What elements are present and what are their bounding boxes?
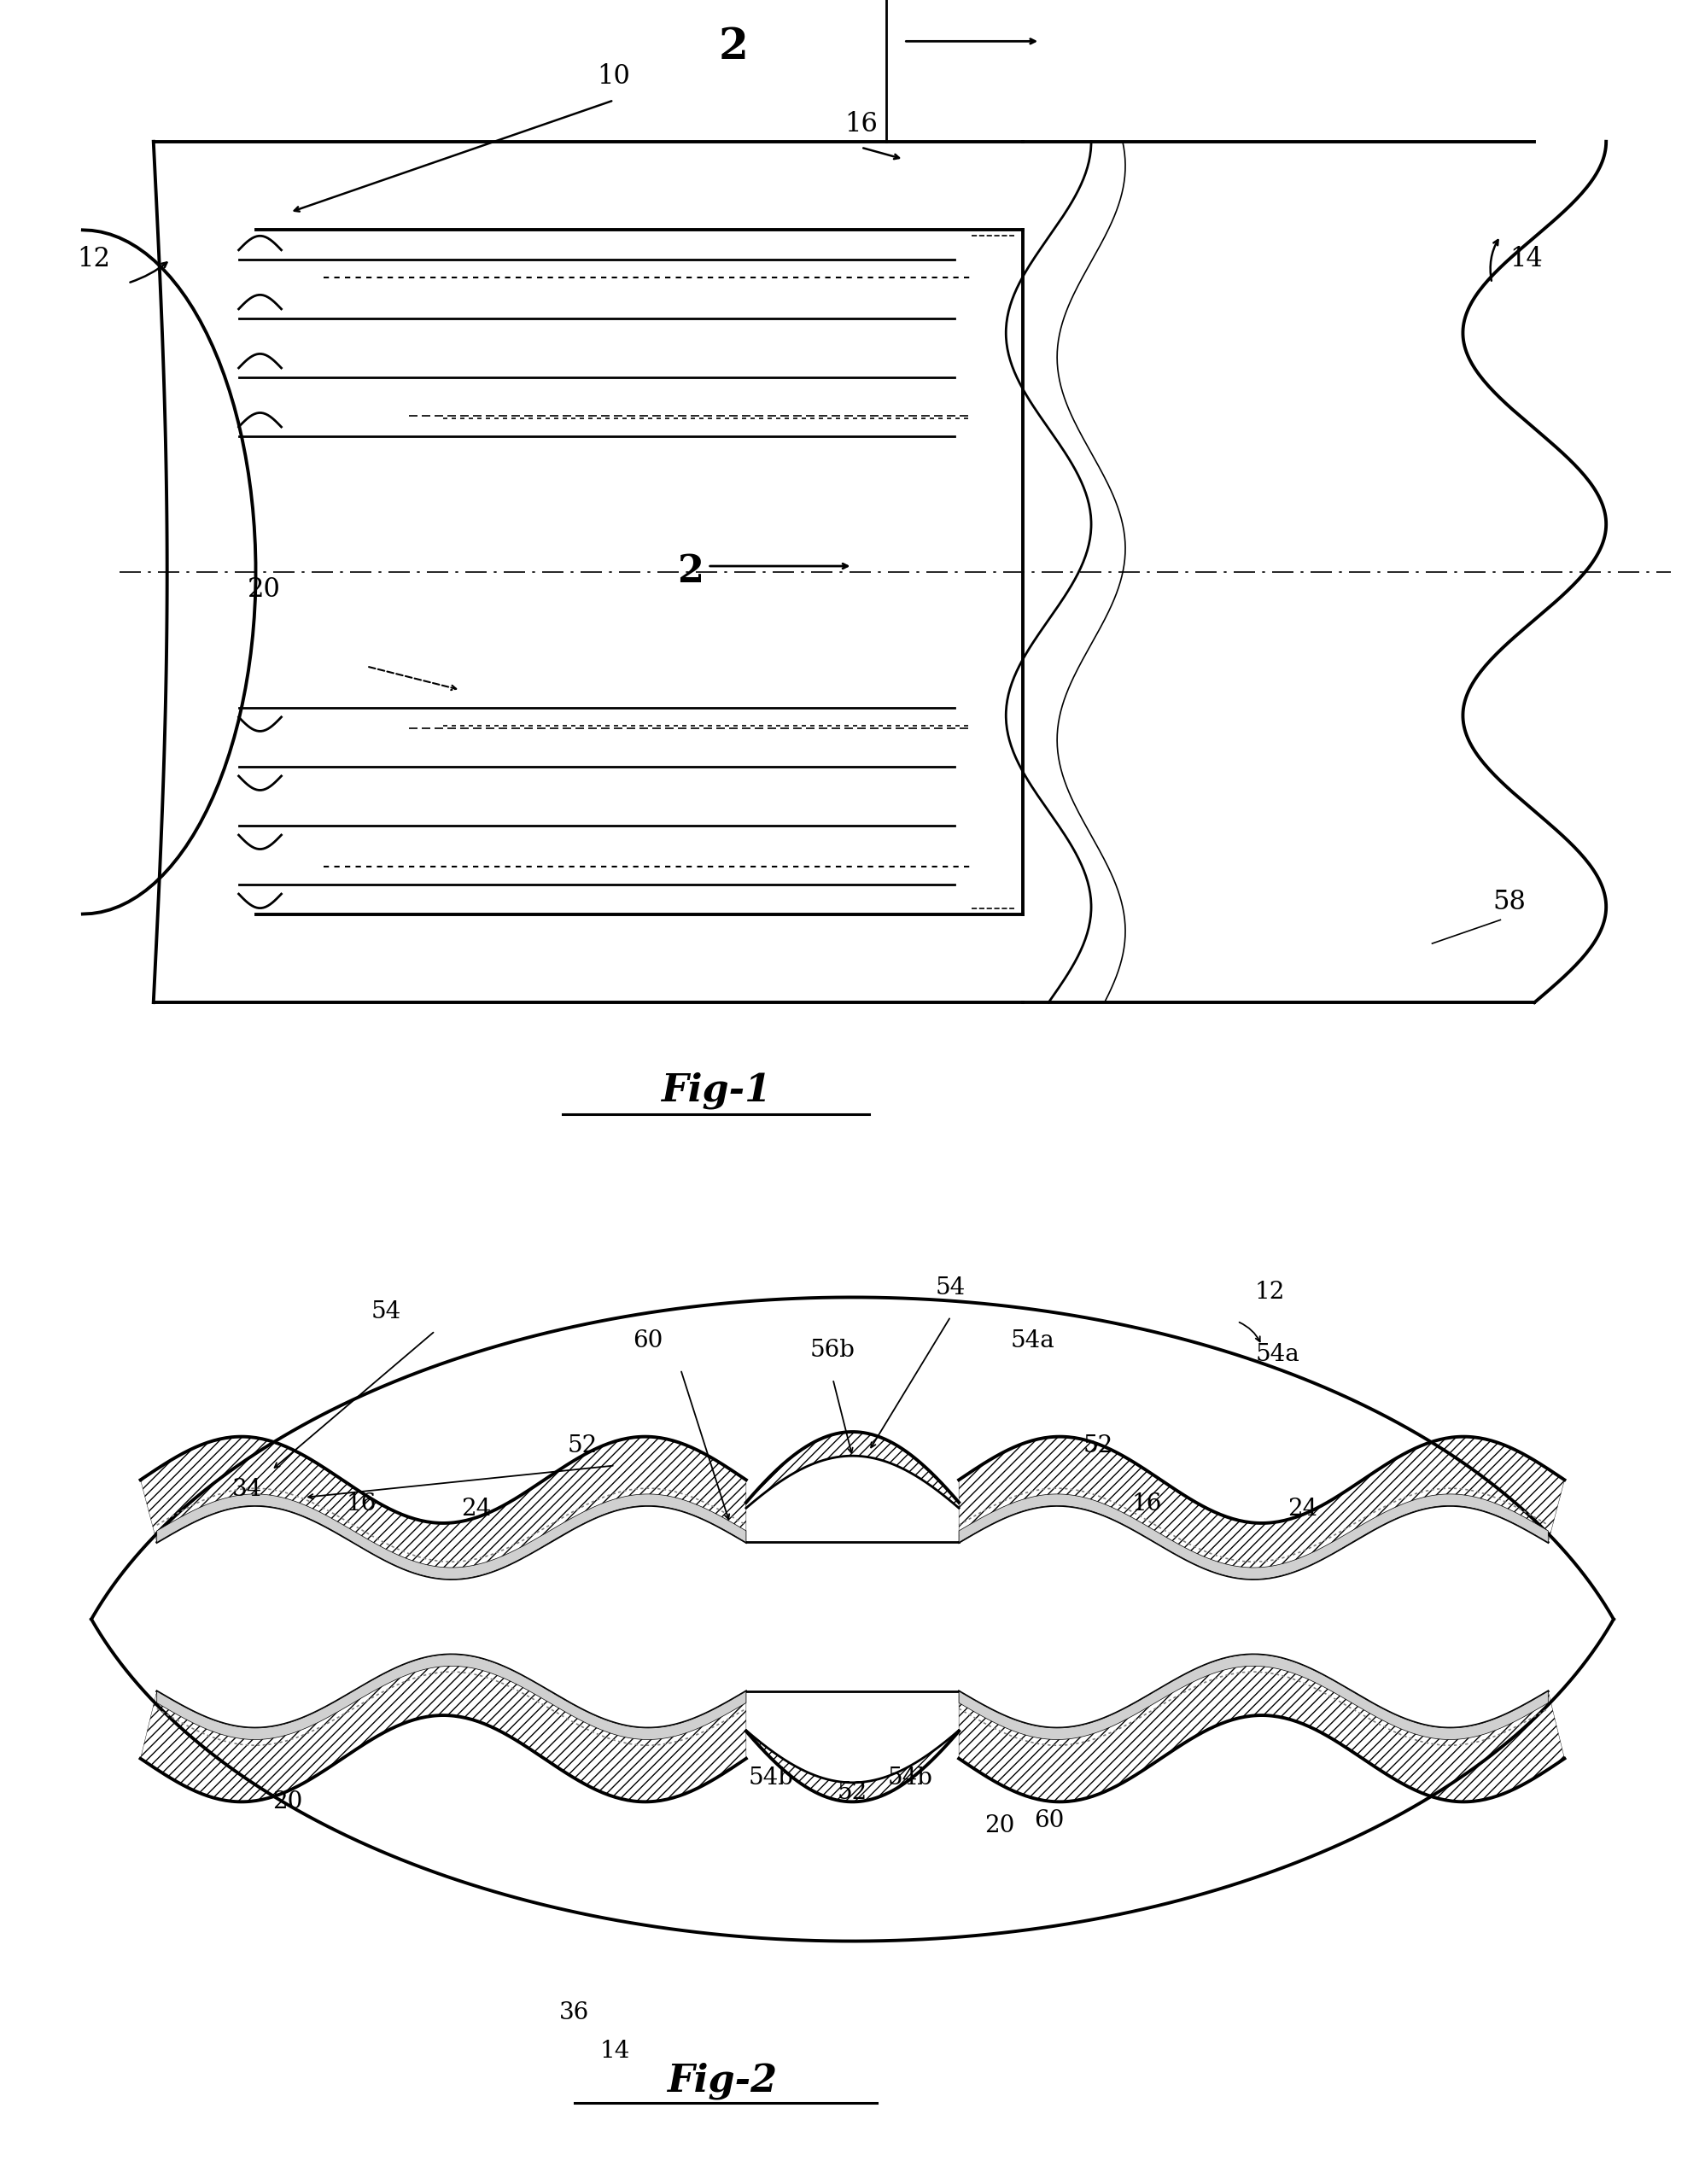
Text: 52: 52 — [837, 1780, 868, 1804]
Polygon shape — [140, 1655, 747, 1802]
Text: 24: 24 — [460, 1498, 491, 1520]
Text: 56b: 56b — [810, 1339, 856, 1361]
Polygon shape — [958, 1655, 1548, 1741]
Polygon shape — [747, 1730, 958, 1802]
Text: 20: 20 — [273, 1791, 303, 1813]
Polygon shape — [747, 1433, 958, 1507]
Text: 24: 24 — [1287, 1498, 1318, 1520]
Text: 52: 52 — [1083, 1435, 1113, 1457]
Text: 54a: 54a — [1257, 1343, 1301, 1367]
Text: 54a: 54a — [1011, 1330, 1055, 1352]
Text: 12: 12 — [77, 247, 111, 273]
Text: 10: 10 — [597, 63, 631, 90]
Text: 60: 60 — [1033, 1811, 1064, 1832]
Text: 36: 36 — [559, 2003, 590, 2025]
Text: 54b: 54b — [887, 1767, 933, 1789]
Text: 20: 20 — [985, 1815, 1014, 1837]
Polygon shape — [958, 1655, 1565, 1802]
Text: 16: 16 — [346, 1492, 377, 1516]
Text: 14: 14 — [1509, 247, 1543, 273]
Text: Fig-1: Fig-1 — [662, 1072, 771, 1109]
Polygon shape — [157, 1494, 747, 1579]
Text: 58: 58 — [1492, 889, 1526, 915]
Text: 2: 2 — [677, 553, 704, 590]
Text: 60: 60 — [633, 1330, 663, 1352]
Text: 2: 2 — [718, 26, 748, 68]
Polygon shape — [958, 1494, 1548, 1579]
Text: 54: 54 — [936, 1275, 965, 1299]
Polygon shape — [958, 1437, 1565, 1579]
Polygon shape — [157, 1655, 747, 1741]
Text: 14: 14 — [600, 2040, 631, 2064]
Text: 34: 34 — [232, 1479, 263, 1500]
Text: 16: 16 — [1132, 1492, 1163, 1516]
Text: 12: 12 — [1255, 1282, 1286, 1304]
Polygon shape — [140, 1437, 747, 1579]
Text: 16: 16 — [844, 111, 878, 138]
Text: 54: 54 — [372, 1299, 401, 1324]
Text: 20: 20 — [247, 577, 281, 603]
Text: 54b: 54b — [748, 1767, 793, 1789]
Text: Fig-2: Fig-2 — [667, 2062, 777, 2099]
Text: 52: 52 — [568, 1435, 597, 1457]
